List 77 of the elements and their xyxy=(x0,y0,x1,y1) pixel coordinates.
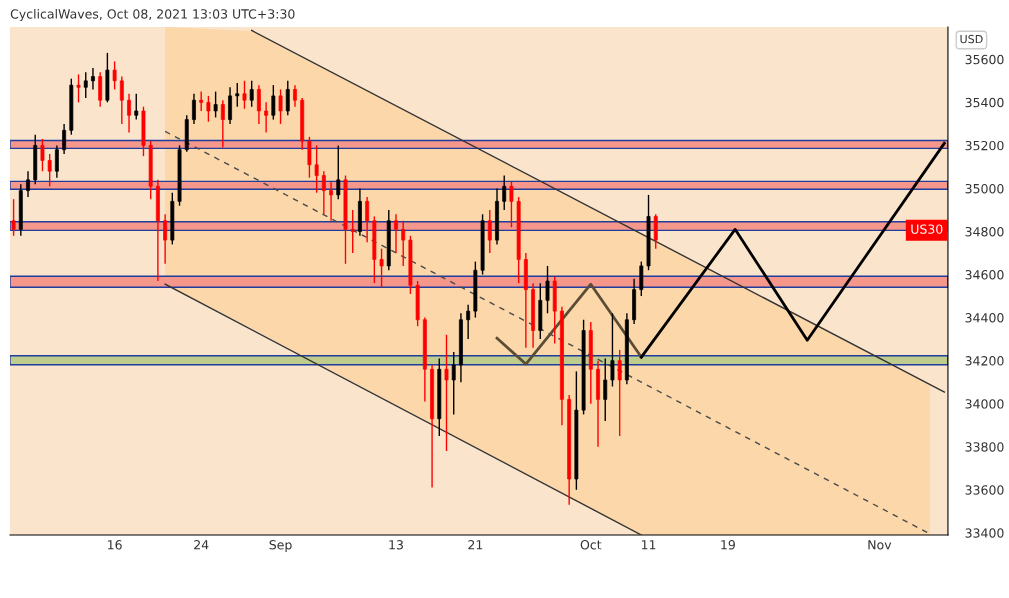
y-tick-label: 34000 xyxy=(965,399,1004,409)
candlestick xyxy=(603,357,608,422)
candlestick xyxy=(119,75,124,125)
candlestick xyxy=(213,90,218,119)
candlestick xyxy=(617,349,622,437)
x-tick-label: 24 xyxy=(194,540,209,550)
chart-title: CyclicalWaves, Oct 08, 2021 13:03 UTC+3:30 xyxy=(10,8,295,22)
candlestick xyxy=(293,84,297,108)
candlestick xyxy=(228,86,232,125)
y-tick-label: 35400 xyxy=(965,97,1004,108)
candlestick xyxy=(62,123,67,155)
candlestick xyxy=(40,138,45,172)
candlestick xyxy=(401,220,406,267)
candlestick xyxy=(329,181,333,222)
candlestick xyxy=(271,84,276,121)
x-tick-label: 19 xyxy=(721,540,735,550)
x-tick-label: Oct xyxy=(580,540,602,550)
y-tick-label: 33600 xyxy=(965,485,1004,495)
candlestick xyxy=(112,60,117,91)
candlestick xyxy=(610,312,615,388)
candlestick xyxy=(285,80,290,116)
y-axis-title: USD xyxy=(960,34,983,44)
candlestick xyxy=(502,174,507,211)
candlestick xyxy=(264,101,269,134)
candlestick xyxy=(199,90,204,112)
candlestick xyxy=(256,84,261,125)
candlestick xyxy=(206,95,211,123)
y-tick-label: 33400 xyxy=(965,528,1004,538)
candlestick xyxy=(127,93,131,134)
candlestick xyxy=(83,71,88,99)
y-tick-label: 35200 xyxy=(965,140,1004,151)
x-tick-label: Sep xyxy=(269,540,292,552)
candlestick xyxy=(509,181,514,228)
candlestick xyxy=(394,213,398,254)
candlestick xyxy=(466,303,471,340)
y-tick-label: 34400 xyxy=(965,313,1004,323)
candlestick xyxy=(249,80,254,108)
annotation: US30 xyxy=(911,224,943,234)
candlestick xyxy=(76,73,81,104)
candlestick xyxy=(379,248,384,289)
y-tick-label: 34200 xyxy=(965,356,1004,366)
candlestick xyxy=(235,82,240,108)
line-series xyxy=(495,282,643,366)
y-tick-label: 33800 xyxy=(965,442,1004,452)
candlestick xyxy=(350,209,355,254)
candlestick xyxy=(163,213,168,265)
candlestick xyxy=(242,80,247,110)
candlestick xyxy=(47,153,52,187)
candlestick xyxy=(134,93,139,121)
candlestick xyxy=(365,196,370,243)
x-tick-label: 11 xyxy=(641,540,656,550)
candlestick xyxy=(639,260,644,297)
candlestick xyxy=(220,99,225,149)
candlestick xyxy=(545,265,550,314)
candlestick xyxy=(444,334,449,452)
y-tick-label: 35000 xyxy=(965,183,1004,194)
y-tick-label: 35600 xyxy=(965,54,1004,65)
y-tick-label: 34800 xyxy=(965,226,1004,237)
candlestick xyxy=(98,71,103,108)
x-tick-label: Nov xyxy=(868,540,892,550)
candlestick xyxy=(451,351,456,416)
candlestick xyxy=(278,88,283,125)
x-tick-label: 21 xyxy=(468,540,483,550)
x-tick-label: 16 xyxy=(108,540,122,550)
candlestick xyxy=(91,67,95,91)
candlestick xyxy=(54,144,59,179)
candlestick xyxy=(653,213,658,250)
candlestick xyxy=(307,136,312,179)
x-tick-label: 13 xyxy=(389,540,403,550)
candlestick xyxy=(487,209,492,254)
candlestick xyxy=(192,93,196,125)
candlestick xyxy=(26,170,30,198)
candlestick xyxy=(11,198,16,237)
candlestick xyxy=(314,144,319,194)
y-tick-label: 34600 xyxy=(965,270,1004,280)
candlestick xyxy=(321,170,326,215)
candlestick xyxy=(336,144,341,200)
